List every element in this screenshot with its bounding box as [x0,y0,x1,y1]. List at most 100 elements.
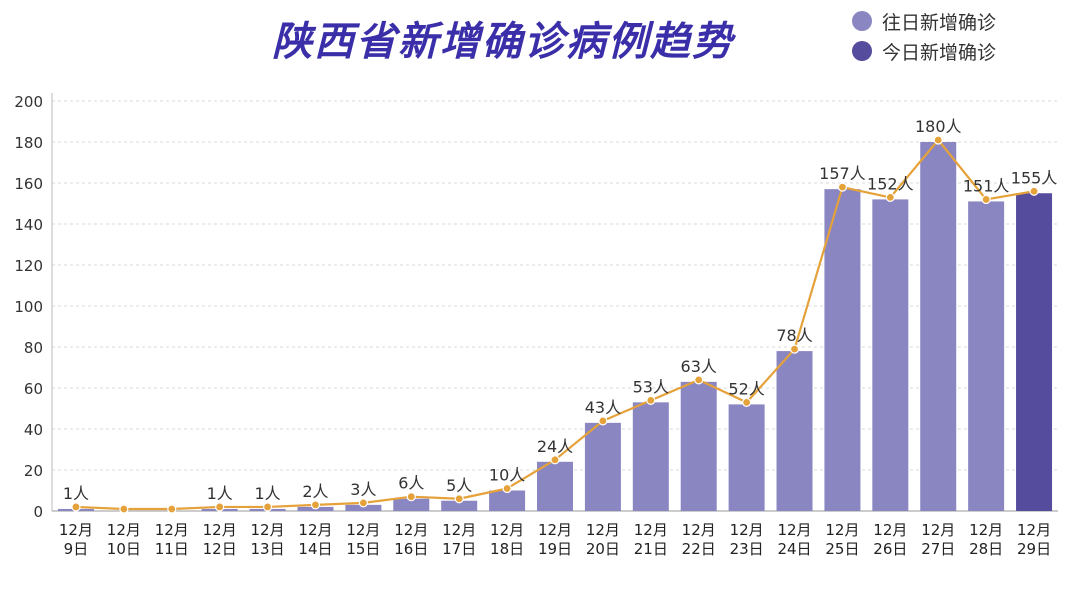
y-tick-label: 60 [24,380,43,398]
trend-point [550,455,560,465]
y-tick-label: 80 [24,339,43,357]
x-tick-label-day: 9日 [64,540,89,558]
data-label: 53人 [633,377,669,396]
y-tick-label: 100 [14,298,43,316]
x-tick-label-month: 12月 [1017,521,1051,539]
trend-point [119,504,129,514]
trend-point [694,375,704,385]
trend-point [167,504,177,514]
x-tick-label-month: 12月 [490,521,524,539]
bar [441,500,478,511]
data-label: 155人 [1011,168,1058,187]
bar [824,189,861,511]
trend-point [1029,186,1039,196]
x-tick-label-day: 19日 [538,540,572,558]
data-label: 5人 [446,476,472,495]
data-label: 2人 [302,482,328,501]
bar [632,402,669,511]
x-tick-label-month: 12月 [730,521,764,539]
x-tick-label-month: 12月 [394,521,428,539]
y-tick-label: 160 [14,175,43,193]
bar [872,199,909,511]
trend-point [789,344,800,354]
x-tick-label-day: 18日 [490,540,524,558]
x-tick-label-day: 13日 [251,540,285,558]
y-tick-label: 20 [24,462,43,480]
y-tick-label: 140 [14,216,43,234]
data-label: 152人 [867,174,914,193]
x-tick-label-day: 14日 [298,540,332,558]
data-label: 52人 [728,379,764,398]
x-tick-label-month: 12月 [346,521,380,539]
data-label: 157人 [819,164,866,183]
data-label: 6人 [398,474,424,493]
y-tick-label: 0 [33,503,43,521]
x-tick-label-month: 12月 [298,521,332,539]
legend-swatch-today [852,41,872,61]
y-tick-label: 40 [24,421,43,439]
legend-label-past: 往日新增确诊 [882,11,997,34]
data-label: 180人 [915,117,962,136]
x-tick-label-day: 15日 [346,540,380,558]
x-tick-label-day: 10日 [107,540,141,558]
x-tick-label-month: 12月 [921,521,955,539]
x-tick-label-month: 12月 [59,521,93,539]
x-tick-label-day: 27日 [921,540,955,558]
trend-point [215,502,225,512]
x-tick-label-day: 21日 [634,540,668,558]
legend-item-today: 今日新增确诊 [852,36,1072,66]
x-tick-label-month: 12月 [873,521,907,539]
x-tick-label-day: 12日 [203,540,237,558]
bar [489,490,526,511]
bar [680,381,717,511]
x-tick-label-month: 12月 [586,521,620,539]
trend-point [933,135,943,145]
legend-label-today: 今日新增确诊 [882,41,997,64]
x-tick-label-month: 12月 [682,521,716,539]
legend: 往日新增确诊 今日新增确诊 [852,6,1072,66]
x-tick-label-month: 12月 [107,521,141,539]
trend-point [310,500,321,510]
trend-point [885,192,895,202]
x-tick-label-day: 22日 [682,540,716,558]
data-label: 3人 [350,480,376,499]
trend-point [406,492,416,502]
trend-point [454,494,464,504]
x-tick-label-month: 12月 [203,521,237,539]
x-tick-label-month: 12月 [969,521,1003,539]
bar [584,422,621,511]
bar [345,504,382,511]
x-tick-label-month: 12月 [634,521,668,539]
legend-swatch-past [852,11,872,31]
y-tick-label: 120 [14,257,43,275]
trend-point [598,416,608,426]
x-tick-label-day: 16日 [394,540,428,558]
data-label: 1人 [63,484,89,503]
x-tick-label-month: 12月 [251,521,285,539]
data-label: 24人 [537,437,573,456]
bar [728,404,765,511]
x-tick-label-month: 12月 [155,521,189,539]
data-label: 10人 [489,466,525,485]
y-tick-label: 180 [14,134,43,152]
bar [537,461,573,511]
bar [1016,193,1053,511]
bar [920,142,957,511]
x-tick-label-day: 11日 [155,540,189,558]
legend-item-past: 往日新增确诊 [852,6,1072,36]
x-tick-label-month: 12月 [825,521,859,539]
data-label: 43人 [585,398,621,417]
x-tick-label-month: 12月 [777,521,811,539]
chart-title: 陕西省新增确诊病例趋势 [272,19,734,65]
x-tick-label-day: 28日 [969,540,1003,558]
bar [968,201,1005,511]
data-label: 78人 [776,326,812,345]
bar [393,498,430,511]
x-tick-label-day: 23日 [730,540,764,558]
trend-point [502,483,512,494]
trend-point [71,502,81,512]
trend-point [646,395,656,405]
data-label: 151人 [963,176,1010,195]
x-tick-label-month: 12月 [538,521,572,539]
